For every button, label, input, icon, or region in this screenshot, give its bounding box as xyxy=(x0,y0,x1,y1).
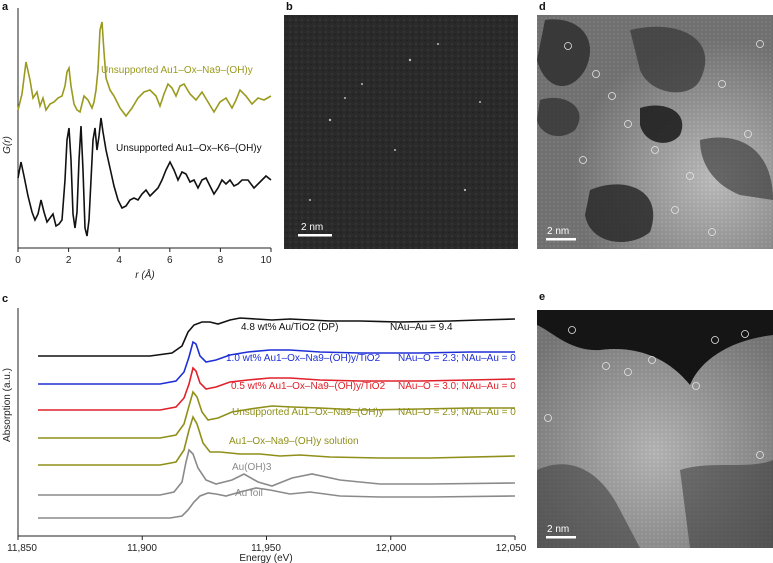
panel-e-scale-label: 2 nm xyxy=(547,524,569,535)
panel-d: d 2 nm xyxy=(537,1,773,249)
panel-c-label-solution: Au1–Ox–Na9–(OH)y solution xyxy=(229,436,359,447)
panel-a-label-k: Unsupported Au1–Ox–K6–(OH)y xyxy=(116,143,262,154)
panel-c-note-05wt: NAu–O = 3.0; NAu–Au = 0 xyxy=(398,381,516,392)
panel-c-xtick: 11,850 xyxy=(7,543,37,554)
panel-c-xtick: 11,900 xyxy=(127,543,157,554)
panel-c-xtick: 12,050 xyxy=(496,543,527,554)
panel-a-xtick: 4 xyxy=(116,255,122,266)
panel-a-curve-k xyxy=(17,117,272,237)
panel-b: b 2 nm xyxy=(284,1,518,249)
panel-letter-c: c xyxy=(2,293,8,305)
panel-c-spectrum-solution xyxy=(38,414,516,466)
panel-b-haadf-image xyxy=(284,15,518,249)
panel-c-xtick: 12,000 xyxy=(376,543,407,554)
panel-c-spectrum-aufoil xyxy=(38,487,516,519)
panel-b-bright-spots xyxy=(309,43,481,201)
panel-b-scale-bar xyxy=(298,234,332,237)
panel-e-scale-bar xyxy=(546,536,576,539)
panel-a-xtick: 6 xyxy=(167,255,173,266)
panel-c-ticks xyxy=(17,536,516,540)
panel-c-ylabel: Absorption (a.u.) xyxy=(2,368,13,442)
panel-a-xlabel: r (Å) xyxy=(135,268,154,281)
panel-c-spectrum-1wt xyxy=(38,340,515,385)
panel-c-note-1wt: NAu–O = 2.3; NAu–Au = 0 xyxy=(398,353,516,364)
panel-b-scale-label: 2 nm xyxy=(301,222,323,233)
panel-a-xtick: 0 xyxy=(15,255,21,266)
panel-e-atom-circles xyxy=(544,326,764,459)
panel-a-ylabel: G(r) xyxy=(2,136,13,154)
panel-d-scale-bar xyxy=(546,238,576,241)
panel-letter-a: a xyxy=(2,1,9,13)
panel-c-spectrum-dp xyxy=(38,317,516,357)
panel-c-xlabel: Energy (eV) xyxy=(239,553,292,563)
panel-c-spectrum-05wt xyxy=(38,366,516,411)
panel-d-scale-label: 2 nm xyxy=(547,226,569,237)
panel-letter-d: d xyxy=(539,1,546,13)
panel-a-xtick: 10 xyxy=(260,255,272,266)
panel-a: a 0 2 4 6 8 10 r (Å) G(r) Unsupported Au… xyxy=(2,1,272,281)
panel-c-label-unsupported: Unsupported Au1–Ox–Na9–(OH)y xyxy=(232,407,384,418)
panel-a-ticks xyxy=(17,248,272,252)
panel-a-xtick: 2 xyxy=(66,255,72,266)
panel-c-label-dp: 4.8 wt% Au/TiO2 (DP) xyxy=(241,322,338,333)
panel-letter-b: b xyxy=(286,1,293,13)
panel-e: e 2 nm xyxy=(537,291,773,548)
panel-c-note-unsupported: NAu–O = 2.9; NAu–Au = 0 xyxy=(398,407,516,418)
panel-c-xtick: 11,950 xyxy=(251,543,281,554)
panel-c-note-dp: NAu–Au = 9.4 xyxy=(390,322,453,333)
panel-a-label-na: Unsupported Au1–Ox–Na9–(OH)y xyxy=(101,65,253,76)
panel-c-spectrum-unsupported xyxy=(38,390,515,439)
panel-c-label-aufoil: Au foil xyxy=(235,488,263,499)
panel-c: c 11,850 11,900 11,950 12,000 12,050 Ene… xyxy=(2,293,527,563)
panel-c-label-1wt: 1.0 wt% Au1–Ox–Na9–(OH)y/TiO2 xyxy=(226,353,381,364)
panel-d-atom-circles xyxy=(564,40,764,236)
panel-a-xtick: 8 xyxy=(218,255,224,266)
panel-c-spectrum-auoh3 xyxy=(38,448,516,496)
panel-a-curve-na xyxy=(17,21,272,118)
panel-c-label-auoh3: Au(OH)3 xyxy=(232,462,272,473)
panel-letter-e: e xyxy=(539,291,545,303)
panel-c-label-05wt: 0.5 wt% Au1–Ox–Na9–(OH)y/TiO2 xyxy=(231,381,386,392)
